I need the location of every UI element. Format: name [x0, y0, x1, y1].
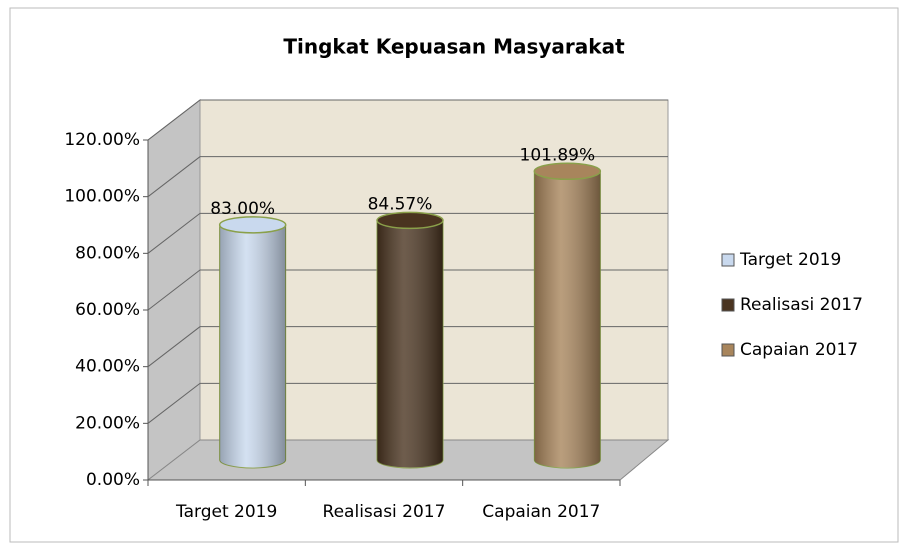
chart-title: Tingkat Kepuasan Masyarakat — [283, 35, 625, 59]
cylinder-top — [533, 162, 602, 181]
y-tick-label: 60.00% — [75, 300, 140, 320]
grid-line — [147, 99, 668, 141]
y-tick-label: 120.00% — [64, 130, 140, 150]
y-tick-label: 100.00% — [64, 187, 140, 207]
cylinder-shade — [534, 171, 601, 469]
legend-swatch — [721, 253, 735, 267]
y-tick-label: 20.00% — [75, 413, 140, 433]
grid-line — [147, 269, 668, 311]
grid-line — [147, 156, 668, 198]
legend-label: Target 2019 — [739, 250, 841, 270]
value-label: 84.57% — [368, 194, 433, 214]
value-label: 101.89% — [520, 145, 596, 165]
x-tick-label: Target 2019 — [175, 502, 277, 522]
value-label: 83.00% — [210, 199, 275, 219]
x-tick-label: Realisasi 2017 — [323, 502, 446, 522]
legend-swatch — [721, 343, 735, 357]
cylinder-top — [376, 211, 444, 230]
y-tick-label: 0.00% — [86, 470, 140, 490]
grid-line — [147, 382, 668, 424]
legend-label: Capaian 2017 — [740, 340, 858, 360]
cylinder-shade — [377, 220, 443, 468]
x-tick-label: Capaian 2017 — [482, 502, 600, 522]
y-tick-label: 80.00% — [75, 243, 140, 263]
grid-line — [147, 212, 668, 254]
cylinder-top — [218, 216, 287, 234]
legend-label: Realisasi 2017 — [740, 295, 863, 315]
legend-swatch — [721, 298, 735, 312]
grid-line — [147, 326, 668, 368]
cylinder-shade — [219, 224, 286, 468]
y-tick-label: 40.00% — [75, 357, 140, 377]
